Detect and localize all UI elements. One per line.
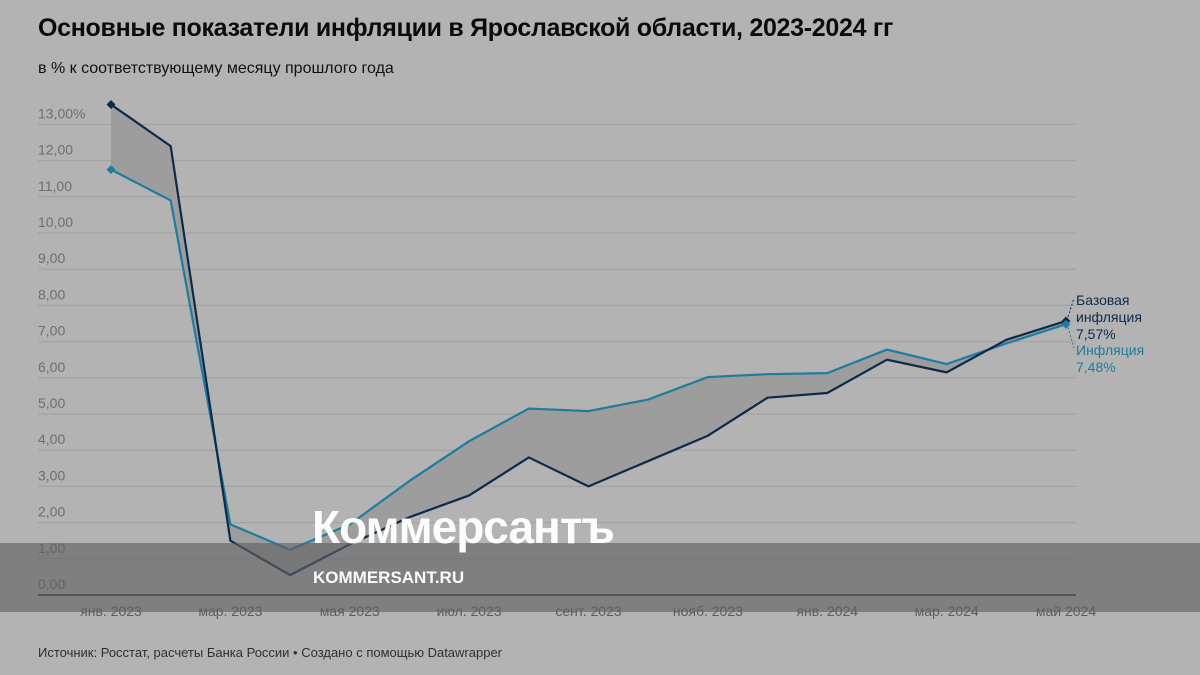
- y-tick-label: 11,00: [38, 178, 72, 194]
- chart-title: Основные показатели инфляции в Ярославск…: [38, 14, 894, 42]
- y-tick-label: 5,00: [38, 395, 65, 411]
- range-area: [111, 104, 1066, 576]
- y-tick-label: 8,00: [38, 286, 65, 302]
- point-marker-base: [106, 99, 116, 109]
- y-tick-label: 13,00%: [38, 105, 85, 121]
- source-note: Источник: Росстат, расчеты Банка России …: [38, 645, 503, 660]
- watermark-band: [0, 543, 1200, 612]
- y-tick-label: 10,00: [38, 214, 73, 230]
- y-tick-label: 2,00: [38, 504, 65, 520]
- chart-subtitle: в % к соответствующему месяцу прошлого г…: [38, 60, 394, 77]
- end-label-base-inflation: Базовая инфляция 7,57%: [1076, 292, 1142, 342]
- y-tick-label: 3,00: [38, 467, 65, 483]
- point-marker-inflation: [106, 165, 116, 175]
- y-tick-label: 4,00: [38, 431, 65, 447]
- end-label-inflation: Инфляция 7,48%: [1076, 342, 1144, 375]
- end-label-leader: [1067, 327, 1075, 349]
- y-tick-label: 9,00: [38, 250, 65, 266]
- y-tick-label: 12,00: [38, 142, 73, 158]
- range-area-layer: [111, 104, 1066, 576]
- y-tick-label: 7,00: [38, 323, 65, 339]
- end-label-leader: [1067, 297, 1075, 318]
- end-label-layer: Базовая инфляция 7,57%Инфляция 7,48%: [1067, 292, 1144, 375]
- point-marker-inflation: [1061, 319, 1071, 329]
- watermark-url: KOMMERSANT.RU: [313, 568, 465, 587]
- y-tick-label: 6,00: [38, 359, 65, 375]
- series-line-inflation: [110, 168, 1067, 551]
- watermark-brand: Коммерсантъ: [312, 501, 615, 553]
